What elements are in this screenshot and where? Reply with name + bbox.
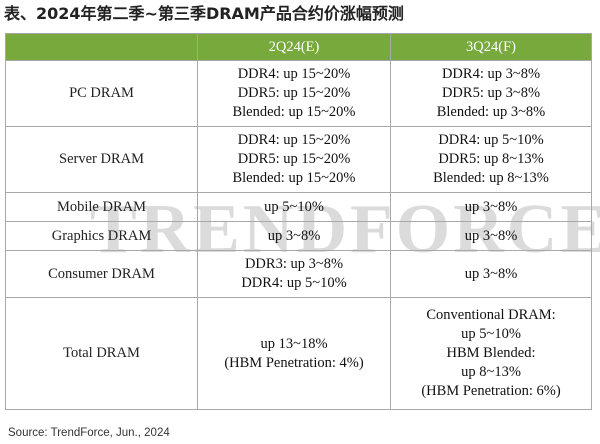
cell-line: Blended: up 3~8% [436, 104, 546, 120]
cell-line: DDR5: up 15~20% [237, 85, 351, 101]
cell-3q24: Conventional DRAM: up 5~10% HBM Blended:… [390, 297, 592, 410]
cell-line: up 3~8% [464, 227, 518, 244]
row-label: Consumer DRAM [5, 250, 198, 298]
header-corner [5, 33, 198, 61]
row-label: Server DRAM [5, 126, 198, 193]
cell-line: DDR4: up 5~10% [438, 132, 544, 148]
dram-price-table: 2Q24(E) 3Q24(F) PC DRAM DDR4: up 15~20% … [5, 33, 592, 410]
table-row: Total DRAM up 13~18% (HBM Penetration: 4… [5, 297, 592, 410]
cell-line: HBM Blended: [446, 345, 536, 361]
cell-line: up 3~8% [464, 198, 518, 215]
header-row: 2Q24(E) 3Q24(F) [5, 33, 592, 61]
cell-line: DDR4: up 15~20% [237, 132, 351, 148]
cell-3q24: DDR4: up 5~10% DDR5: up 8~13% Blended: u… [390, 126, 592, 193]
cell-line: Conventional DRAM: [426, 307, 556, 323]
cell-line: Blended: up 15~20% [232, 170, 356, 186]
row-label: Mobile DRAM [5, 192, 198, 222]
table-title: 表、2024年第二季~第三季DRAM产品合约价涨幅预测 [4, 4, 404, 23]
cell-line: DDR3: up 3~8% [244, 256, 344, 272]
cell-line: DDR4: up 15~20% [237, 66, 351, 82]
cell-line: DDR5: up 15~20% [237, 151, 351, 167]
cell-line: up 3~8% [267, 227, 321, 244]
table-row: Consumer DRAM DDR3: up 3~8% DDR4: up 5~1… [5, 250, 592, 298]
table-body: PC DRAM DDR4: up 15~20% DDR5: up 15~20% … [5, 60, 592, 410]
table-row: Graphics DRAM up 3~8% up 3~8% [5, 221, 592, 251]
cell-line: DDR5: up 8~13% [438, 151, 544, 167]
cell-line: DDR4: up 3~8% [441, 66, 541, 82]
row-label: Graphics DRAM [5, 221, 198, 251]
cell-2q24: up 13~18% (HBM Penetration: 4%) [197, 297, 391, 410]
cell-3q24: up 3~8% [390, 192, 592, 222]
cell-2q24: up 3~8% [197, 221, 391, 251]
cell-line: up 13~18% [260, 335, 328, 352]
cell-line: DDR4: up 5~10% [241, 275, 347, 291]
cell-2q24: DDR4: up 15~20% DDR5: up 15~20% Blended:… [197, 60, 391, 127]
header-3q24: 3Q24(F) [390, 33, 592, 61]
cell-line: up 8~13% [461, 364, 521, 380]
cell-2q24: DDR4: up 15~20% DDR5: up 15~20% Blended:… [197, 126, 391, 193]
cell-2q24: DDR3: up 3~8% DDR4: up 5~10% [197, 250, 391, 298]
source-note: Source: TrendForce, Jun., 2024 [8, 427, 170, 439]
row-label: Total DRAM [5, 297, 198, 410]
row-label: PC DRAM [5, 60, 198, 127]
table-row: Server DRAM DDR4: up 15~20% DDR5: up 15~… [5, 126, 592, 193]
cell-3q24: DDR4: up 3~8% DDR5: up 3~8% Blended: up … [390, 60, 592, 127]
cell-3q24: up 3~8% [390, 250, 592, 298]
cell-3q24: up 3~8% [390, 221, 592, 251]
cell-line: Blended: up 15~20% [232, 104, 356, 120]
table-row: Mobile DRAM up 5~10% up 3~8% [5, 192, 592, 222]
cell-line: (HBM Penetration: 4%) [224, 354, 364, 371]
cell-line: up 5~10% [461, 326, 521, 342]
header-2q24: 2Q24(E) [197, 33, 391, 61]
cell-2q24: up 5~10% [197, 192, 391, 222]
cell-line: up 3~8% [464, 265, 518, 282]
cell-line: Blended: up 8~13% [433, 170, 549, 186]
cell-line: (HBM Penetration: 6%) [421, 383, 561, 399]
cell-line: up 5~10% [264, 198, 324, 215]
table-row: PC DRAM DDR4: up 15~20% DDR5: up 15~20% … [5, 60, 592, 127]
cell-line: DDR5: up 3~8% [441, 85, 541, 101]
